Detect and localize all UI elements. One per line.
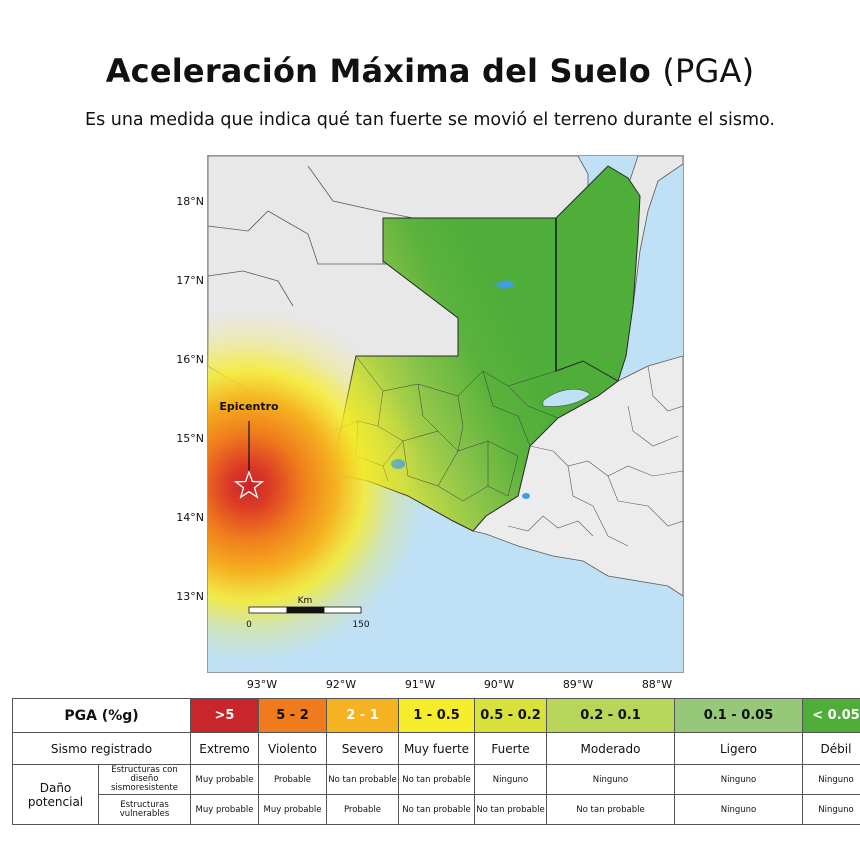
scale-start: 0 — [246, 620, 252, 630]
lat-label-15: 15°N — [176, 432, 204, 445]
resistant-value: Ninguno — [546, 764, 675, 795]
vulnerable-value: Muy probable — [190, 794, 259, 825]
epicenter-star-icon — [233, 470, 265, 499]
resistant-value: No tan probable — [326, 764, 399, 795]
range-cell: 1 - 0.5 — [398, 698, 475, 733]
page-title: Aceleración Máxima del Suelo (PGA) — [0, 52, 860, 90]
pga-legend-table: PGA (%g) >5 5 - 2 2 - 1 1 - 0.5 0.5 - 0.… — [12, 698, 860, 825]
sismo-label: Sismo registrado — [12, 732, 191, 765]
range-cell: 0.2 - 0.1 — [546, 698, 675, 733]
range-cell: 0.1 - 0.05 — [674, 698, 803, 733]
lat-label-18: 18°N — [176, 195, 204, 208]
vulnerable-value: No tan probable — [474, 794, 547, 825]
lat-label-16: 16°N — [176, 353, 204, 366]
vulnerable-value: Probable — [326, 794, 399, 825]
resistant-value: Muy probable — [190, 764, 259, 795]
pga-intensity-field — [208, 311, 424, 661]
range-cell: 2 - 1 — [326, 698, 399, 733]
lon-label-89: 89°W — [562, 678, 594, 691]
map-svg: Epicentro Km 0 150 — [208, 156, 683, 672]
vulnerable-label: Estructuras vulnerables — [98, 794, 191, 825]
scale-unit: Km — [298, 596, 313, 606]
lat-label-13: 13°N — [176, 590, 204, 603]
epicenter-label: Epicentro — [219, 400, 279, 413]
resistant-value: Ninguno — [802, 764, 860, 795]
title-paren: (PGA) — [662, 52, 755, 90]
sismo-value: Moderado — [546, 732, 675, 765]
sismo-value: Extremo — [190, 732, 259, 765]
resistant-value: Ninguno — [474, 764, 547, 795]
range-cell: >5 — [190, 698, 259, 733]
lake-peten — [493, 280, 516, 289]
sismo-value: Fuerte — [474, 732, 547, 765]
lon-label-88: 88°W — [641, 678, 673, 691]
vulnerable-value: Muy probable — [258, 794, 327, 825]
range-cell: 5 - 2 — [258, 698, 327, 733]
pga-header: PGA (%g) — [12, 698, 191, 733]
lon-label-93: 93°W — [246, 678, 278, 691]
sismo-value: Débil — [802, 732, 860, 765]
sismo-value: Ligero — [674, 732, 803, 765]
resistant-value: Probable — [258, 764, 327, 795]
page-subtitle: Es una medida que indica qué tan fuerte … — [85, 110, 775, 130]
sismo-value: Muy fuerte — [398, 732, 475, 765]
resistant-value: No tan probable — [398, 764, 475, 795]
dano-label: Daño potencial — [12, 764, 99, 825]
range-cell: 0.5 - 0.2 — [474, 698, 547, 733]
title-main: Aceleración Máxima del Suelo — [105, 52, 651, 90]
belize — [555, 165, 641, 382]
lon-label-92: 92°W — [325, 678, 357, 691]
range-cell: < 0.05 — [802, 698, 860, 733]
vulnerable-value: Ninguno — [802, 794, 860, 825]
sismo-value: Violento — [258, 732, 327, 765]
lon-label-90: 90°W — [483, 678, 515, 691]
lake-izabal — [542, 389, 591, 407]
scale-bar: Km 0 150 — [246, 596, 370, 630]
vulnerable-value: No tan probable — [546, 794, 675, 825]
lat-label-14: 14°N — [176, 511, 204, 524]
resistant-label: Estructuras con diseño sismoresistente — [98, 764, 191, 795]
resistant-value: Ninguno — [674, 764, 803, 795]
sismo-value: Severo — [326, 732, 399, 765]
lon-label-91: 91°W — [404, 678, 436, 691]
pga-map: Epicentro Km 0 150 — [207, 155, 684, 673]
scale-end: 150 — [352, 620, 369, 630]
vulnerable-value: Ninguno — [674, 794, 803, 825]
vulnerable-value: No tan probable — [398, 794, 475, 825]
lat-label-17: 17°N — [176, 274, 204, 287]
